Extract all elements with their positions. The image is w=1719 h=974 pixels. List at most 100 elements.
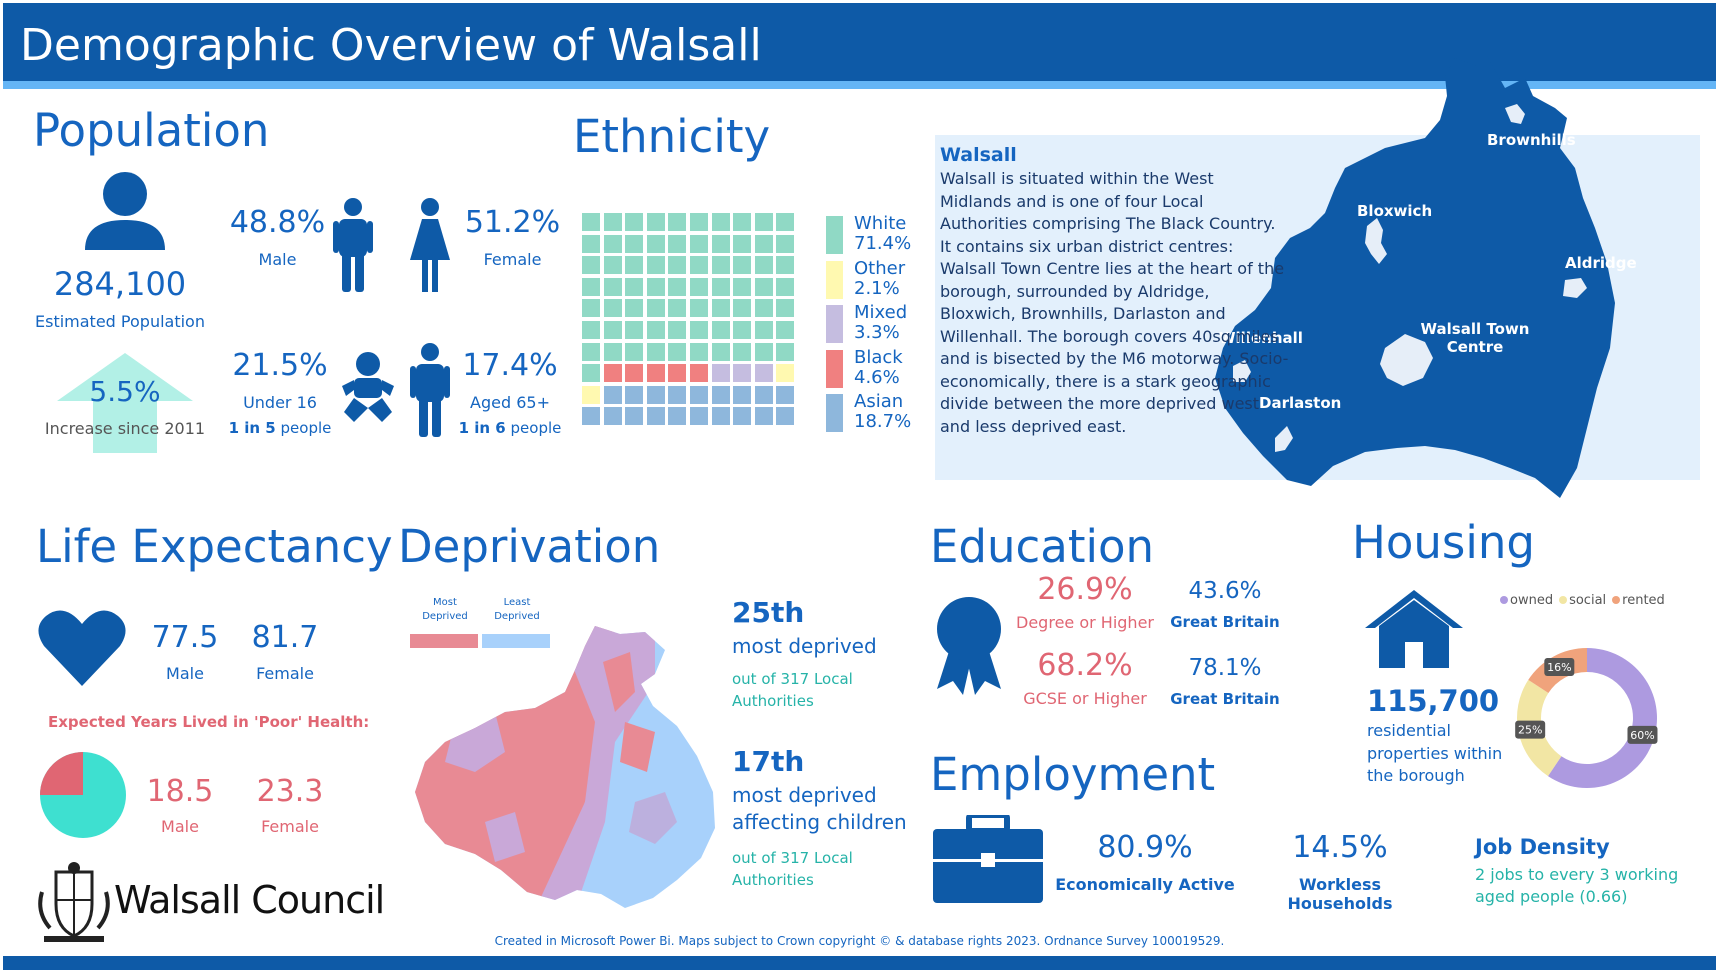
waffle-cell <box>754 321 773 339</box>
deprivation-heading: Deprivation <box>398 520 661 573</box>
under16-ratio-line: 1 in 5 people <box>225 419 335 437</box>
deprivation-rank2-label1: most deprived <box>732 783 877 807</box>
under16-pct: 21.5% <box>232 348 328 383</box>
waffle-cell <box>668 213 687 231</box>
waffle-cell <box>668 234 687 253</box>
waffle-cell <box>603 277 622 296</box>
ethnicity-legend-name: White <box>854 213 907 234</box>
aged65-label: Aged 65+ <box>470 393 550 412</box>
economically-active-label: Economically Active <box>1055 875 1235 894</box>
waffle-cell <box>690 256 708 275</box>
ethnicity-legend-text: Black 4.6% <box>854 346 903 388</box>
waffle-cell <box>690 213 708 231</box>
waffle-cell <box>603 234 622 253</box>
ethnicity-legend-text: Asian 18.7% <box>854 392 911 432</box>
walsall-info-description: Walsall is situated within the West Midl… <box>940 169 1289 436</box>
donut-data-label: 16% <box>1547 661 1571 674</box>
map-label-walsall-town: Walsall Town <box>1420 320 1530 338</box>
waffle-cell <box>646 407 665 426</box>
waffle-cell <box>582 321 600 339</box>
map-label-willenhall: Willenhall <box>1219 329 1303 347</box>
waffle-cell <box>582 277 600 296</box>
waffle-cell <box>754 299 773 318</box>
deprivation-map <box>415 626 715 908</box>
waffle-cell <box>776 385 795 404</box>
waffle-cell <box>625 342 644 361</box>
waffle-cell <box>754 213 773 231</box>
map-label-aldridge: Aldridge <box>1565 254 1637 272</box>
ethnicity-legend-name: Black <box>854 346 903 368</box>
waffle-cell <box>733 321 752 339</box>
housing-heading: Housing <box>1352 516 1535 569</box>
waffle-cell <box>754 385 773 404</box>
waffle-cell <box>711 385 730 404</box>
male-life-expectancy-label: Male <box>166 664 204 683</box>
walsall-borough-map <box>1215 56 1615 498</box>
map-label-bloxwich: Bloxwich <box>1357 202 1433 220</box>
ethnicity-legend-swatch <box>826 216 843 254</box>
gcse-gb-pct: 78.1% <box>1188 655 1262 681</box>
waffle-cell <box>776 299 795 318</box>
waffle-cell <box>711 364 730 383</box>
waffle-cell <box>754 364 773 383</box>
ethnicity-waffle-chart <box>582 213 802 433</box>
waffle-cell <box>625 321 644 339</box>
donut-label-bg <box>1515 720 1546 739</box>
waffle-cell <box>625 234 644 253</box>
waffle-cell <box>582 407 600 426</box>
donut-data-label: 25% <box>1518 724 1542 737</box>
person-icon <box>85 172 165 250</box>
housing-legend-dot <box>1612 596 1621 604</box>
waffle-cell <box>690 407 708 426</box>
waffle-cell <box>754 342 773 361</box>
ethnicity-legend-swatch <box>826 394 843 432</box>
ethnicity-legend-swatch <box>826 305 843 343</box>
waffle-cell <box>603 256 622 275</box>
waffle-cell <box>776 256 795 275</box>
waffle-cell <box>711 321 730 339</box>
female-label: Female <box>483 250 542 269</box>
waffle-cell <box>776 213 795 231</box>
population-total-label: Estimated Population <box>35 312 205 331</box>
waffle-cell <box>625 256 644 275</box>
ethnicity-legend-value: 3.3% <box>854 322 900 343</box>
waffle-cell <box>776 234 795 253</box>
waffle-cell <box>776 364 795 383</box>
ethnicity-legend-value: 71.4% <box>854 233 912 254</box>
donut-slice-owned <box>1547 648 1657 788</box>
ethnicity-legend-text: White 71.4% <box>854 214 911 254</box>
baby-icon <box>342 352 394 422</box>
legend-least-swatch <box>482 634 550 648</box>
waffle-cell <box>690 342 708 361</box>
waffle-cell <box>776 277 795 296</box>
legend-least-deprived: Least Deprived <box>494 597 540 622</box>
map-label-centre: Centre <box>1446 338 1504 356</box>
poor-health-female-label: Female <box>261 817 319 836</box>
aged65-people: people <box>510 419 562 437</box>
population-increase-label: Increase since 2011 <box>44 419 206 438</box>
map-label-brownhills: Brownhills <box>1487 131 1576 149</box>
male-icon <box>333 198 373 292</box>
waffle-cell <box>603 364 622 383</box>
waffle-cell <box>625 277 644 296</box>
housing-count: 115,700 <box>1367 684 1500 718</box>
page-title: Demographic Overview of Walsall <box>20 20 762 71</box>
waffle-cell <box>733 342 752 361</box>
female-life-expectancy-label: Female <box>256 664 314 683</box>
waffle-cell <box>603 299 622 318</box>
waffle-cell <box>603 385 622 404</box>
ethnicity-legend-name: Asian <box>854 391 904 412</box>
footer-note: Created in Microsoft Power Bi. Maps subj… <box>494 934 1225 948</box>
waffle-cell <box>711 213 730 231</box>
waffle-cell <box>711 234 730 253</box>
aged65-ratio: 1 in 6 <box>458 419 506 437</box>
waffle-cell <box>690 364 708 383</box>
council-name: Walsall Council <box>114 878 385 922</box>
poor-health-female: 23.3 <box>256 774 324 809</box>
under16-ratio: 1 in 5 <box>228 419 276 437</box>
council-crest-icon <box>38 862 110 942</box>
waffle-cell <box>733 364 752 383</box>
ethnicity-legend-value: 4.6% <box>854 366 900 388</box>
waffle-cell <box>690 277 708 296</box>
header-accent-strip <box>3 81 1716 89</box>
